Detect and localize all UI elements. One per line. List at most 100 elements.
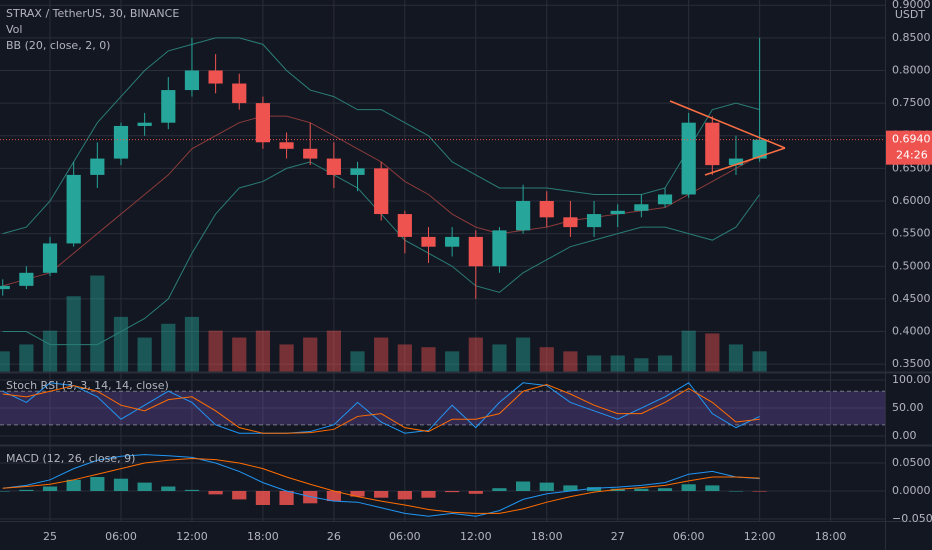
indicator-label: BB (20, close, 2, 0) [6, 39, 110, 52]
volume-bar [610, 355, 625, 372]
volume-bar [421, 347, 436, 372]
histogram-bar [752, 491, 767, 492]
candle-body [113, 125, 129, 159]
volume-bar [42, 330, 58, 372]
histogram-bar [161, 486, 176, 491]
histogram-bar [137, 482, 152, 491]
histogram-bar [445, 491, 460, 493]
volume-bar [66, 296, 81, 372]
volume-bar [161, 323, 176, 372]
candle-body [255, 103, 271, 143]
histogram-bar [657, 488, 673, 491]
histogram-bar [516, 481, 531, 491]
candle-body [66, 174, 81, 244]
y-tick-label: 0.0500 [892, 456, 931, 469]
histogram-bar [19, 489, 34, 491]
candle-body [232, 83, 247, 104]
candle-body [728, 158, 744, 166]
histogram-bar [66, 479, 81, 491]
volume-bar [492, 344, 507, 372]
histogram-bar [374, 491, 389, 498]
volume-bar [0, 351, 10, 372]
y-tick-label: 0.0000 [892, 484, 931, 497]
trend-line [704, 147, 786, 176]
volume-bar [634, 358, 649, 372]
volume-bar [232, 337, 247, 372]
candle-body [161, 90, 176, 123]
candle-body [326, 158, 341, 175]
histogram-bar [113, 478, 129, 491]
candle-body [492, 230, 507, 267]
candle-body [681, 122, 696, 195]
candle-body [610, 210, 625, 215]
histogram-bar [563, 485, 578, 491]
x-tick-label: 12:00 [744, 530, 776, 543]
x-tick-label: 26 [327, 530, 341, 543]
histogram-bar [728, 491, 744, 492]
volume-bar [516, 337, 531, 372]
volume-bar [563, 351, 578, 372]
volume-bar [728, 344, 744, 372]
indicator-label: Vol [6, 23, 22, 36]
band-fill [0, 391, 885, 425]
candle-body [657, 194, 673, 205]
last-price-label: 0.6940 [892, 133, 931, 146]
x-tick-label: 06:00 [673, 530, 705, 543]
candle-body [42, 243, 58, 273]
histogram-bar [255, 491, 271, 505]
candle-body [0, 285, 10, 290]
volume-bar [468, 337, 483, 372]
candle-body [350, 168, 365, 175]
histogram-bar [184, 489, 200, 491]
plot-layer [0, 0, 885, 521]
x-tick-label: 12:00 [460, 530, 492, 543]
volume-bar [752, 351, 767, 372]
candle-body [374, 168, 389, 215]
y-tick-label: 0.6000 [892, 194, 931, 207]
histogram-bar [350, 491, 365, 497]
histogram-bar [586, 487, 602, 491]
histogram-bar [468, 491, 483, 494]
series-line [2, 383, 760, 434]
volume-bar [19, 344, 34, 372]
candle-body [303, 148, 318, 159]
bb-upper [2, 37, 760, 235]
volume-bar [113, 316, 129, 372]
x-tick-label: 12:00 [176, 530, 208, 543]
volume-bar [705, 333, 720, 372]
countdown-label: 24:26 [896, 149, 928, 162]
x-tick-label: 27 [611, 530, 625, 543]
histogram-bar [326, 491, 341, 502]
volume-bar [586, 355, 602, 372]
x-tick-label: 18:00 [815, 530, 847, 543]
volume-bar [184, 316, 200, 372]
y-tick-label: 0.5500 [892, 227, 931, 240]
candle-body [137, 122, 152, 126]
histogram-bar [42, 486, 58, 491]
trend-line [669, 100, 786, 149]
histogram-bar [634, 488, 649, 491]
candle-body [705, 122, 720, 166]
y-tick-label: 0.8500 [892, 31, 931, 44]
candle-body [468, 236, 483, 267]
volume-bar [657, 355, 673, 372]
candle-body [279, 142, 294, 149]
y-tick-label: 0.8000 [892, 63, 931, 76]
series-line [2, 458, 760, 514]
series-line [2, 454, 760, 517]
candle-body [19, 272, 34, 286]
candle-body [208, 70, 223, 84]
x-tick-label: 06:00 [105, 530, 137, 543]
volume-bar [303, 337, 318, 372]
histogram-bar [303, 491, 318, 504]
y-tick-label: 100.00 [892, 373, 931, 386]
volume-bar [208, 330, 223, 372]
candle-body [563, 217, 578, 228]
histogram-bar [90, 477, 105, 491]
y-tick-label: 0.5000 [892, 259, 931, 272]
candle-body [90, 158, 105, 175]
x-tick-label: 18:00 [247, 530, 279, 543]
histogram-bar [539, 482, 554, 491]
y-tick-label: 0.4500 [892, 292, 931, 305]
